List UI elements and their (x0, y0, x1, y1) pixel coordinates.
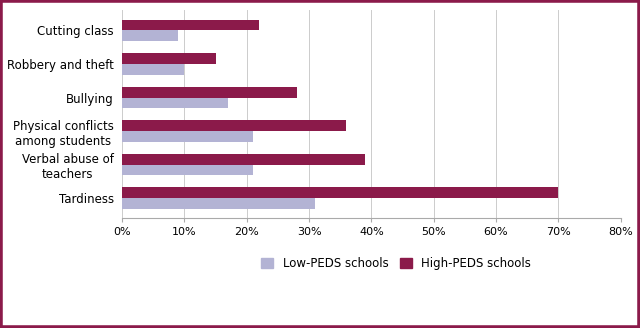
Bar (122, 188, 558, 198)
Bar (122, 31, 178, 41)
Bar (122, 53, 216, 64)
Bar (122, 154, 365, 165)
Bar (122, 87, 296, 97)
Bar (122, 120, 346, 131)
Bar (122, 198, 316, 209)
Bar (122, 131, 253, 142)
Bar (122, 97, 228, 108)
Bar (122, 64, 184, 75)
Bar (122, 165, 253, 175)
Bar (122, 20, 259, 31)
Legend: Low-PEDS schools, High-PEDS schools: Low-PEDS schools, High-PEDS schools (257, 253, 536, 275)
